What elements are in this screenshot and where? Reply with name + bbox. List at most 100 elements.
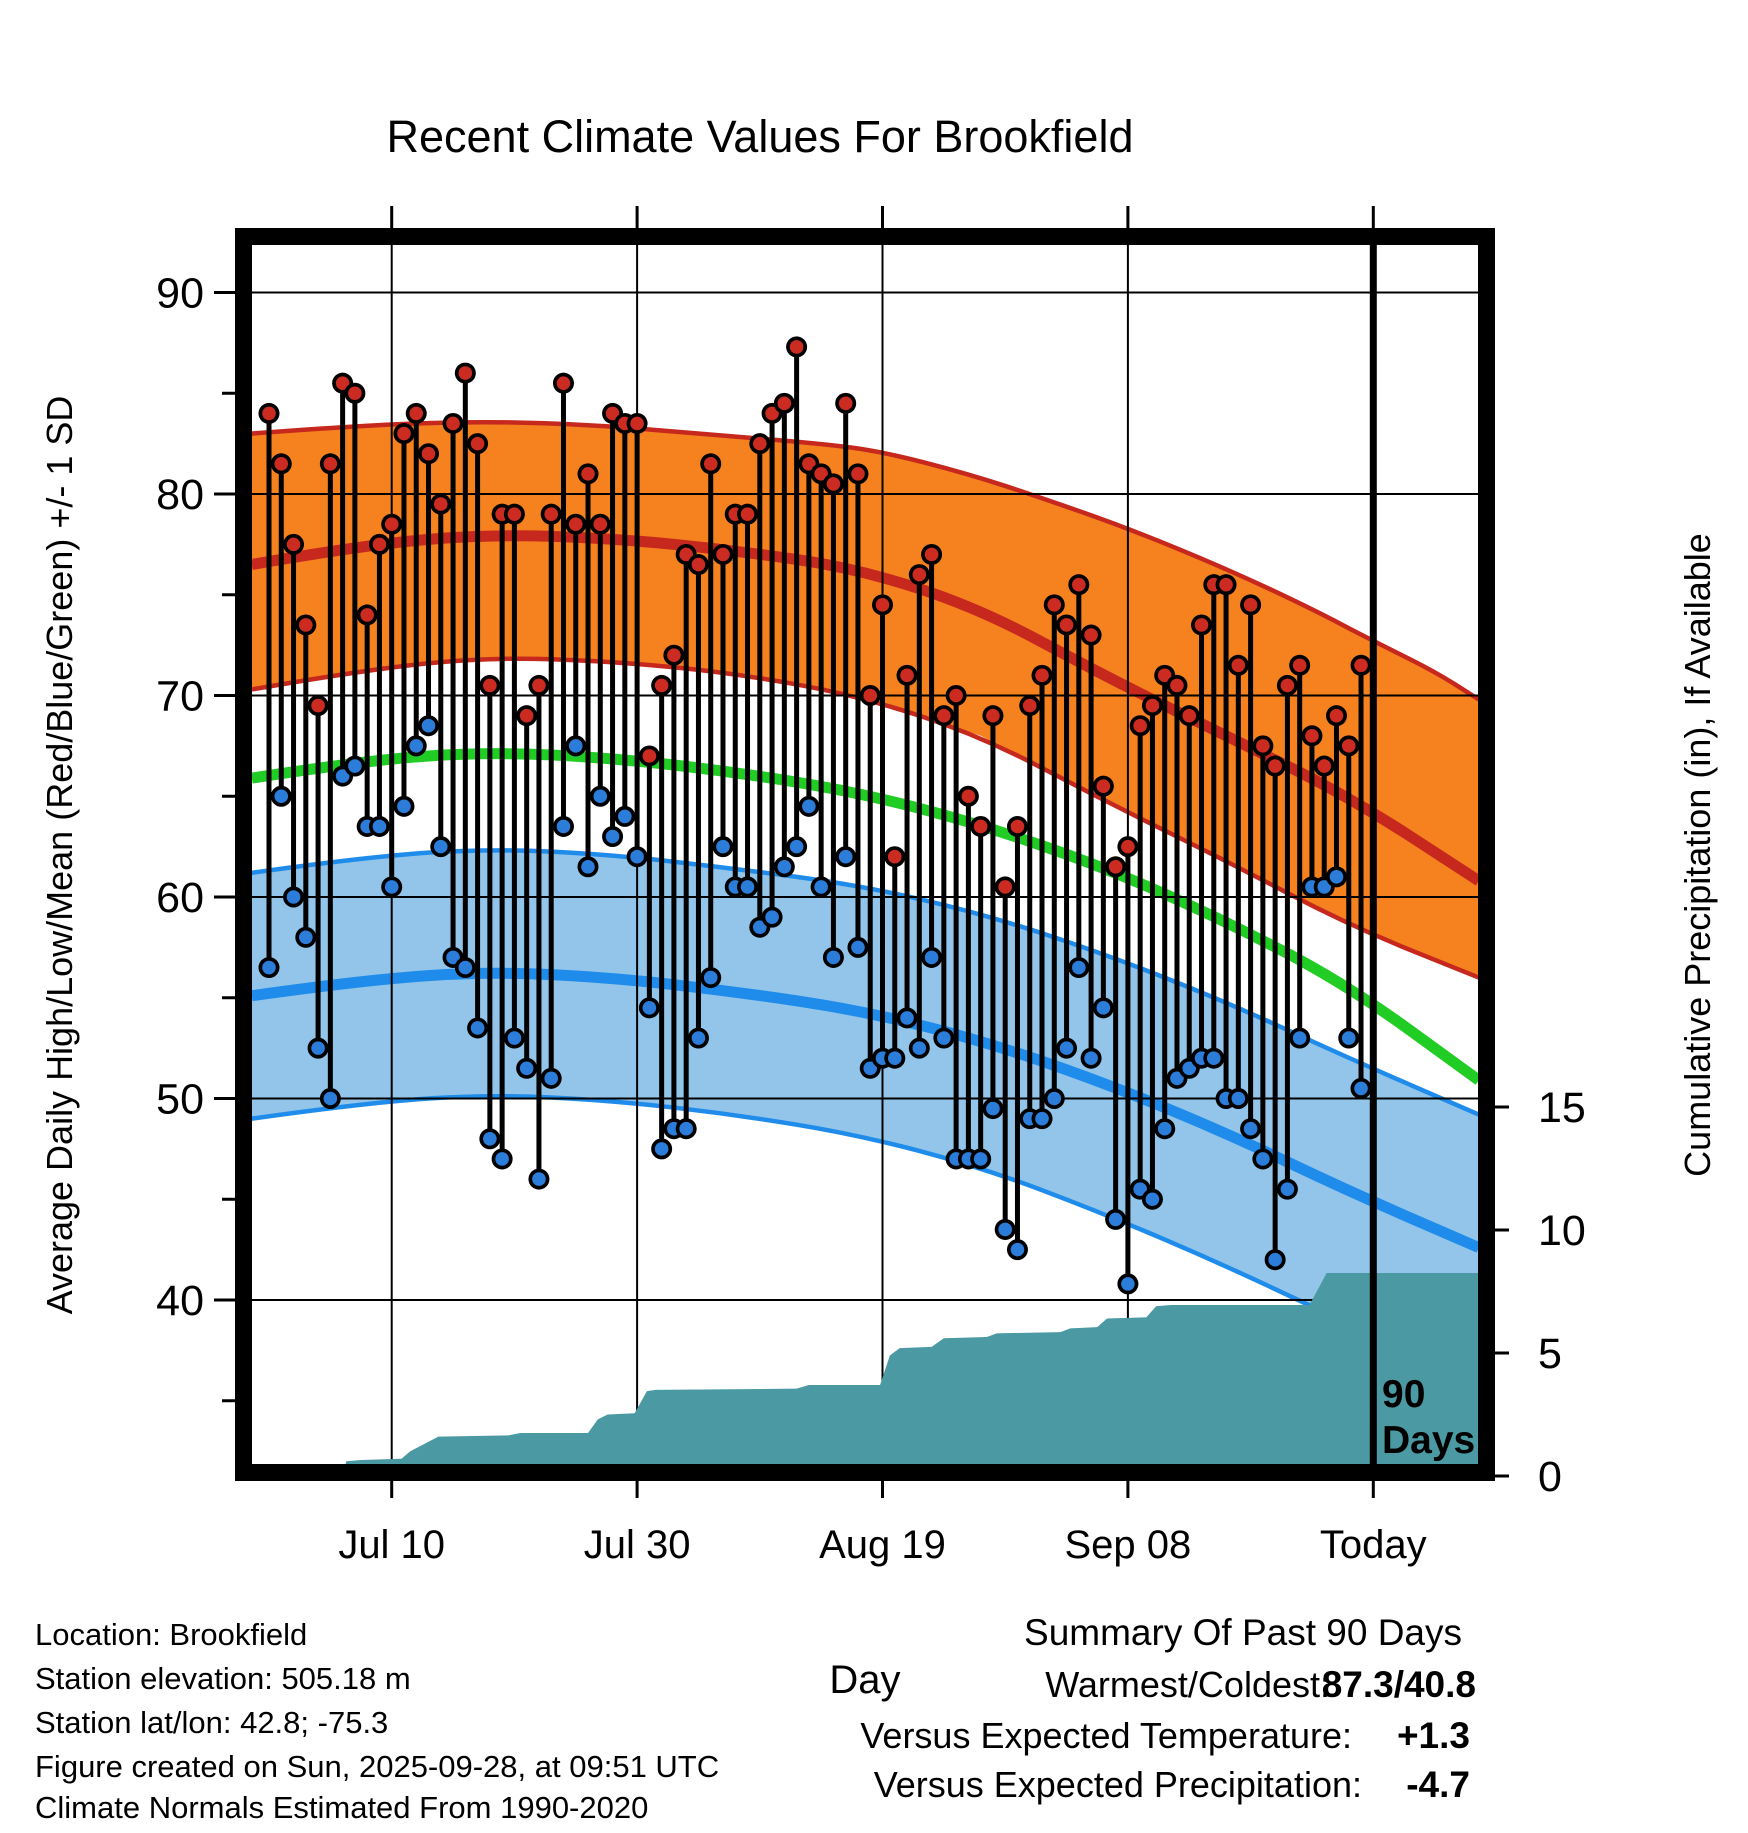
low-dot — [299, 930, 313, 945]
plot-border — [235, 228, 1495, 1481]
high-dot — [323, 456, 338, 471]
high-dot — [397, 426, 411, 441]
high-dot — [667, 648, 681, 662]
x-tick-label: Jul 10 — [338, 1523, 445, 1567]
high-dot — [1354, 658, 1368, 673]
low-dot — [348, 759, 362, 773]
low-dot — [593, 789, 608, 804]
high-dot — [912, 567, 927, 582]
low-dot — [458, 960, 473, 975]
y-right-tick-label: 10 — [1538, 1207, 1586, 1255]
high-dot — [1047, 598, 1062, 612]
high-dot — [544, 507, 559, 521]
high-dot — [826, 477, 841, 491]
low-dot — [483, 1132, 497, 1146]
high-dot — [986, 708, 1000, 723]
low-dot — [421, 718, 436, 733]
high-dot — [581, 467, 595, 481]
y-right-tick-label: 5 — [1538, 1330, 1562, 1378]
footer-latlon: Station lat/lon: 42.8; -75.3 — [35, 1705, 388, 1740]
low-dot — [1047, 1091, 1062, 1106]
high-dot — [838, 396, 853, 411]
high-dot — [703, 456, 718, 471]
high-dot — [262, 406, 276, 421]
low-dot — [519, 1061, 534, 1076]
summary-title: Summary Of Past 90 Days — [1024, 1612, 1462, 1653]
high-dot — [605, 406, 620, 421]
low-dot — [789, 839, 804, 854]
low-dot — [1329, 870, 1344, 884]
low-dot — [826, 950, 841, 965]
low-dot — [323, 1091, 338, 1106]
high-dot — [654, 678, 669, 693]
daily-dots — [258, 336, 1372, 1295]
low-dot — [642, 1001, 657, 1015]
high-dot — [568, 517, 583, 532]
low-dot — [446, 950, 460, 965]
low-dot — [753, 920, 767, 935]
low-dot — [1059, 1041, 1074, 1055]
low-dot — [507, 1031, 522, 1045]
high-dot — [1292, 658, 1307, 673]
low-dot — [1182, 1061, 1197, 1076]
low-temp-band-top-edge — [251, 848, 1480, 1117]
chart-title: Recent Climate Values For Brookfield — [387, 111, 1134, 162]
low-dot — [1354, 1081, 1368, 1096]
low-dot — [630, 849, 644, 864]
high-dot — [1121, 839, 1135, 854]
high-dot — [1072, 577, 1086, 592]
precip-area — [251, 1273, 1479, 1476]
footer-created: Figure created on Sun, 2025-09-28, at 09… — [35, 1749, 719, 1784]
high-dot — [1084, 628, 1098, 642]
high-dot — [1182, 708, 1197, 723]
high-dot — [1096, 779, 1111, 793]
high-dot — [1268, 759, 1282, 773]
high-dot — [507, 507, 522, 521]
high-dot — [642, 749, 657, 763]
high-dot — [937, 708, 951, 723]
high-dot — [1010, 819, 1025, 834]
high-dot — [1305, 729, 1319, 743]
high-dot — [740, 507, 755, 521]
high-dot — [483, 678, 497, 693]
low-dot — [1292, 1031, 1307, 1045]
high-dot — [949, 688, 963, 703]
low-dot — [1108, 1212, 1123, 1227]
x-tick-label: Jul 30 — [584, 1523, 691, 1567]
high-dot — [814, 467, 828, 481]
high-dot — [1133, 718, 1147, 733]
y-left-tick-label: 50 — [156, 1076, 204, 1124]
axis-ticks — [214, 206, 1509, 1498]
low-dot — [1096, 1001, 1111, 1015]
low-dot — [556, 819, 571, 834]
high-dot — [1329, 708, 1344, 723]
x-tick-label: Today — [1320, 1523, 1427, 1567]
y-left-tick-label: 70 — [156, 673, 204, 721]
low-dot — [311, 1041, 325, 1055]
summary-warmcold-value: 87.3/40.8 — [1322, 1664, 1476, 1705]
high-dot — [1145, 698, 1160, 713]
high-dot — [851, 467, 865, 481]
low-dot — [887, 1051, 902, 1065]
high-dot — [1035, 668, 1049, 683]
mean-low-line — [251, 967, 1482, 1253]
high-dot — [1157, 668, 1172, 683]
low-dot — [532, 1172, 546, 1186]
low-dot — [1256, 1152, 1270, 1166]
y-left-tick-label: 40 — [156, 1277, 204, 1325]
summary-warmcold-label: Warmest/Coldest: — [1045, 1664, 1330, 1705]
high-dot — [679, 547, 693, 562]
low-dot — [1035, 1111, 1049, 1126]
high-dot — [789, 340, 804, 354]
high-dot — [875, 598, 890, 612]
high-dot — [311, 698, 325, 713]
low-dot — [433, 839, 448, 854]
high-dot — [753, 436, 767, 451]
low-dot — [495, 1152, 509, 1166]
y-right-axis-label: Cumulative Precipitation (in), If Availa… — [1677, 533, 1718, 1177]
high-dot — [556, 376, 571, 390]
y-right-tick-label: 15 — [1538, 1084, 1586, 1132]
high-dot — [1022, 698, 1037, 713]
